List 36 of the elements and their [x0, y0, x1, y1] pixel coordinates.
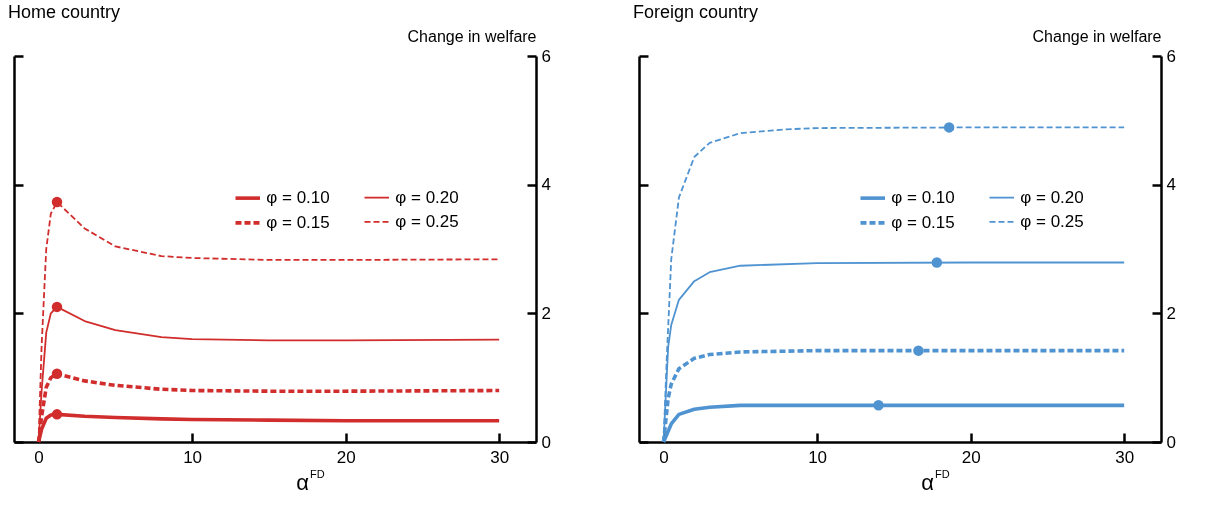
legend-label: φ = 0.25	[395, 211, 459, 231]
y-tick-label: 0	[1166, 432, 1176, 452]
legend-label: φ = 0.25	[1020, 211, 1084, 231]
x-tick-label: 30	[490, 447, 510, 467]
legend-label: φ = 0.15	[891, 212, 955, 232]
x-tick-label: 0	[659, 447, 669, 467]
y-tick-label: 4	[541, 175, 551, 195]
point	[913, 345, 924, 356]
point	[931, 257, 943, 268]
chart-title: Home country	[8, 2, 121, 22]
y-axis-title: Change in welfare	[407, 27, 537, 45]
point	[51, 409, 63, 420]
x-tick-label: 10	[183, 447, 203, 467]
y-tick-label: 2	[1166, 303, 1176, 323]
chart-title: Foreign country	[633, 2, 759, 22]
point	[51, 301, 63, 313]
y-tick-label: 6	[1166, 46, 1176, 66]
point	[943, 122, 955, 133]
point	[873, 400, 884, 411]
x-tick-label: 20	[961, 447, 981, 467]
legend-label: φ = 0.10	[266, 188, 330, 208]
legend-label: φ = 0.10	[891, 188, 955, 208]
x-tick-label: 30	[1115, 447, 1135, 467]
point	[51, 368, 63, 380]
legend-label: φ = 0.20	[1020, 187, 1084, 207]
y-axis-title: Change in welfare	[1032, 27, 1162, 45]
legend-label: φ = 0.20	[395, 187, 459, 207]
x-tick-label: 20	[336, 447, 356, 467]
x-tick-label: 10	[808, 447, 828, 467]
y-tick-label: 6	[541, 46, 551, 66]
legend-label: φ = 0.15	[266, 212, 330, 232]
y-tick-label: 2	[541, 303, 551, 323]
y-tick-label: 4	[1166, 175, 1176, 195]
y-tick-label: 0	[541, 432, 551, 452]
x-tick-label: 0	[34, 447, 44, 467]
point	[51, 196, 63, 208]
